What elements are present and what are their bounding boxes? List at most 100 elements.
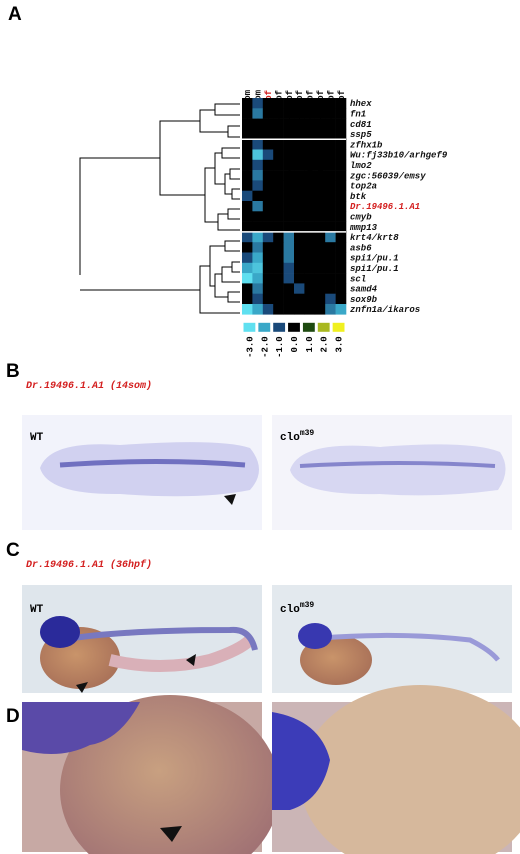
heatmap-cell [262,190,274,202]
heatmap-cell [273,190,284,202]
heatmap-cell [304,221,316,233]
heatmap-cell [294,139,305,150]
embryo-axis [299,461,496,468]
heatmap-cell [314,149,326,161]
heatmap-cell [304,149,316,161]
heatmap-cell [283,170,295,181]
heatmap-cell [335,211,347,222]
heatmap-cell [335,304,347,315]
gene-label: asb6 [350,243,372,253]
heatmap-cell [283,159,295,171]
heatmap-cell [242,118,253,130]
heatmap-cell [325,252,336,264]
heatmap-cell [283,252,295,264]
scale-swatch [331,321,346,333]
heatmap-cell [242,190,253,202]
gene-label: scl [350,274,366,284]
heatmap-cell [242,262,253,274]
heatmap-cell [335,170,347,181]
heatmap-cell [335,262,347,274]
heatmap-cell [294,242,305,253]
heatmap-cell [304,180,316,191]
heatmap-cell [262,159,274,171]
heatmap-cell [252,211,264,222]
heatmap-cell [283,201,295,212]
heatmap-cell [252,98,264,109]
heatmap-cell [325,170,336,181]
heatmap-cell [242,242,253,253]
heatmap-cell [294,180,305,191]
heatmap-cell [283,231,295,243]
heatmap-cell [262,293,274,305]
head [22,702,140,754]
heatmap-cell [283,293,295,305]
heatmap-cell [335,293,347,305]
heatmap-cell [335,149,347,161]
heatmap-cell [283,139,295,150]
heatmap-cell [242,211,253,222]
heatmap-cell [304,108,316,119]
heatmap-cell [325,242,336,253]
heatmap-cell [273,304,284,315]
scale-label: 0.0 [290,336,300,352]
heatmap-cell [262,118,274,130]
heatmap-cell [242,221,253,233]
heatmap-cell [252,159,264,171]
heatmap-cell [294,201,305,212]
embryo-axis [59,459,246,468]
heatmap-cell [252,201,264,212]
yolk [60,695,280,854]
heatmap-cell [314,118,326,130]
heatmap-cell [304,231,316,243]
heatmap-cell [304,139,316,150]
heatmap-cell [335,252,347,264]
heatmap-cell [314,98,326,109]
heatmap-cell [262,108,274,119]
heatmap-cell [273,201,284,212]
heatmap-cell [314,293,326,305]
heatmap-cell [252,273,264,284]
heatmap-cell [325,180,336,191]
head [272,712,330,810]
heatmap-cell [294,262,305,274]
heatmap-cell [314,242,326,253]
heatmap-cell [252,118,264,130]
heatmap-cell [314,221,326,233]
heatmap-cell [304,201,316,212]
heatmap-cell [262,242,274,253]
heatmap-cell [273,149,284,161]
trunk [319,632,500,662]
scale-swatch [272,321,287,333]
heatmap-cell [262,252,274,264]
heatmap-cell [335,159,347,171]
heatmap-cell [304,262,316,274]
yolk [300,685,520,854]
gene-label: cmyb [350,212,372,222]
heatmap-cell [314,108,326,119]
heatmap-cell [242,293,253,305]
stage: (14som) [110,380,152,392]
gene-label: lmo2 [350,161,372,171]
heatmap-cell [294,108,305,119]
heatmap-cell [273,159,284,171]
gene-label: Wu:fj33b10/arhgef9 [350,151,448,161]
heatmap-cell [335,108,347,119]
heatmap-cell [314,180,326,191]
heatmap-cell [325,190,336,202]
heatmap-cell [283,149,295,161]
gene-name: Dr.19496.1.A1 [26,560,104,571]
gene-label: zgc:56039/emsy [350,171,426,181]
heatmap-cell [242,273,253,284]
heatmap-cell [273,211,284,222]
heatmap-cell [304,190,316,202]
heatmap-cell [294,118,305,130]
heatmap-cell [294,149,305,161]
heatmap-cell [325,304,336,315]
heatmap-cell [325,221,336,233]
heatmap-cell [314,139,326,150]
heatmap-cell [283,108,295,119]
heatmap-cell [262,149,274,161]
heatmap-cell [335,118,347,130]
heatmap-cell [325,98,336,109]
gene-label: fn1 [350,109,366,119]
